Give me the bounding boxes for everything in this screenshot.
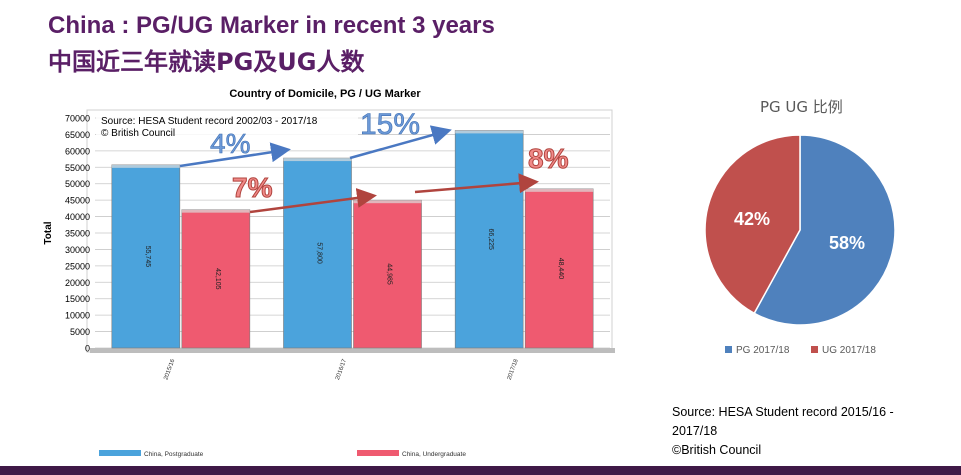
y-tick-label: 30000 [65,245,90,255]
arrow-ug-1 [249,188,377,214]
bar-top-highlight [111,164,180,168]
pie-legend-label-ug: UG 2017/18 [822,345,876,356]
legend-swatch-ug [357,450,399,456]
pie-chart: 58% 42% PG 2017/18 UG 2017/18 [704,134,896,356]
source-note-line-1: Source: HESA Student record 2002/03 - 20… [101,116,318,127]
legend-swatch-pg [99,450,141,456]
x-tick-labels: 2015/16 2016/17 2017/18 [163,358,520,381]
x-tick-label: 2017/18 [507,358,520,381]
bar-top-highlight [353,200,422,204]
source-block: Source: HESA Student record 2015/16 - 20… [672,403,942,460]
bar-pg [111,164,181,349]
footer-bar [0,466,961,475]
source-line-1: Source: HESA Student record 2015/16 - [672,405,894,419]
bar-value-label: 48,440 [557,258,564,280]
y-tick-label: 20000 [65,278,90,288]
pie-label-ug: 42% [734,209,770,229]
y-tick-label: 25000 [65,261,90,271]
bar-ug [181,209,251,349]
slide-title-zh: 中国近三年就读PG及UG人数 [48,48,365,76]
growth-annotations: 4% 15% 7% 8% [210,108,569,204]
annotation-8pct: 8% [528,143,569,174]
bar-pg [283,157,352,349]
pie-slice-ug [704,134,801,315]
growth-arrows [179,125,539,214]
pie-slices [704,134,896,326]
bar-value-label: 57,800 [316,242,323,264]
bar-value-label: 66,225 [487,228,494,250]
annotation-15pct: 15% [360,108,420,141]
bar-top-highlight [525,188,594,192]
y-tick-label: 15000 [65,294,90,304]
slide-title-en: China : PG/UG Marker in recent 3 years [48,12,495,39]
y-tick-label: 0 [85,344,90,354]
x-tick-label: 2016/17 [335,358,348,381]
y-tick-label: 65000 [65,130,90,140]
y-tick-label: 35000 [65,229,90,239]
legend-label-pg: China, Postgraduate [144,451,204,458]
x-tick-label: 2015/16 [163,358,176,381]
bar-pg [454,130,524,349]
arrow-ug-2 [414,173,539,194]
bar-legend: China, Postgraduate China, Undergraduate [99,450,466,458]
bar-value-label: 44,985 [386,263,393,285]
bars: 55,745 42,105 57,800 44,985 66,225 48,440 [111,130,594,349]
bar-ug [524,188,594,349]
legend-label-ug: China, Undergraduate [402,451,466,458]
bar-value-label: 42,105 [214,268,221,290]
source-note-box: Source: HESA Student record 2002/03 - 20… [96,113,358,139]
pie-legend-swatch-ug [811,346,818,353]
source-line-2: 2017/18 [672,424,718,438]
bar-ug [353,199,422,349]
y-tick-label: 10000 [65,311,90,321]
bar-top-highlight [283,158,352,162]
source-line-3: ©British Council [672,443,762,457]
pie-legend-swatch-pg [725,346,732,353]
pie-title: PG UG 比例 [760,98,843,116]
y-tick-label: 55000 [65,163,90,173]
y-tick-label: 50000 [65,179,90,189]
pie-slice-pg [753,134,896,326]
arrow-pg-1 [179,142,291,168]
arrow-pg-2 [349,125,452,160]
y-tick-label: 60000 [65,146,90,156]
pie-label-pg: 58% [829,233,865,253]
bar-top-highlight [181,209,250,213]
pie-legend: PG 2017/18 UG 2017/18 [725,345,876,356]
y-tick-label: 45000 [65,196,90,206]
bar-chart-title: Country of Domicile, PG / UG Marker [229,88,421,100]
y-tick-label: 5000 [70,327,90,337]
bar-value-label: 55,745 [144,246,151,268]
pie-legend-label-pg: PG 2017/18 [736,345,790,356]
y-axis-label: Total [43,221,54,244]
y-tick-label: 70000 [65,114,90,124]
bar-top-highlight [455,130,524,134]
source-note-line-2: © British Council [101,128,175,139]
annotation-4pct: 4% [210,128,250,159]
plot-floor [90,348,615,353]
y-tick-label: 40000 [65,212,90,222]
annotation-7pct: 7% [232,172,273,203]
